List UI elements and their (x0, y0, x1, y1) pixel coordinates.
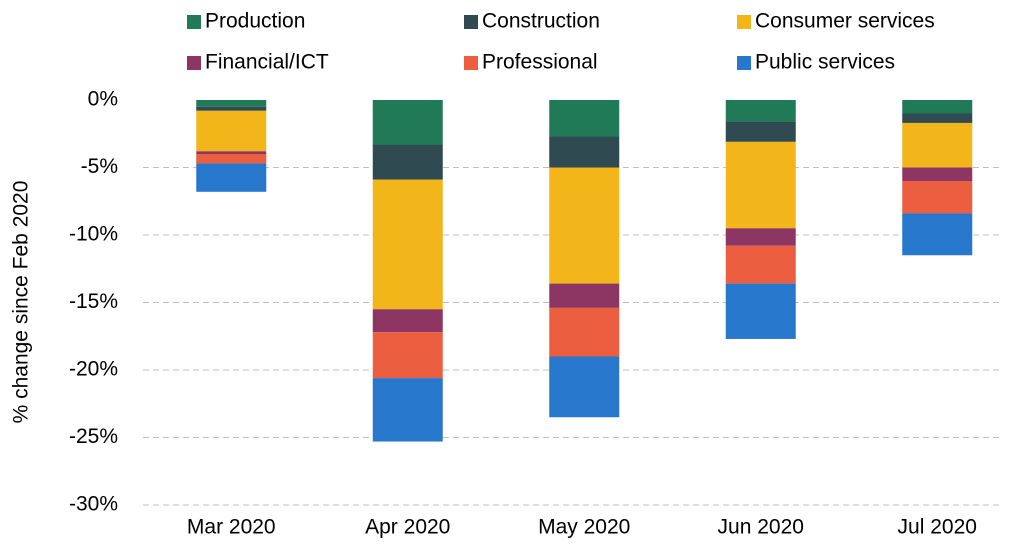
bar-segment (196, 154, 267, 164)
bar-segment (549, 283, 620, 308)
bar-segment (725, 228, 796, 246)
bar-segment (725, 121, 796, 142)
y-tick-label: -10% (69, 223, 118, 246)
y-tick-label: 0% (88, 88, 118, 111)
y-axis-label: % change since Feb 2020 (10, 181, 33, 424)
legend-swatch (187, 15, 201, 29)
bar-segment (372, 332, 443, 379)
y-tick-label: -15% (69, 290, 118, 313)
legend-label: Consumer services (755, 10, 935, 33)
bar-segment (549, 100, 620, 137)
legend-swatch (737, 15, 751, 29)
bar-segment (372, 378, 443, 442)
bar-segment (725, 100, 796, 122)
bar-segment (372, 144, 443, 180)
bar-segment (725, 283, 796, 339)
bar-segment (549, 167, 620, 284)
y-tick-label: -5% (81, 155, 118, 178)
x-tick-label: Apr 2020 (365, 516, 450, 539)
bar-segment (549, 307, 620, 357)
bar-segment (902, 181, 973, 214)
bar-segment (196, 151, 267, 154)
bar-segment (196, 100, 267, 107)
legend-label: Professional (482, 51, 598, 74)
x-tick-label: Jul 2020 (898, 516, 977, 539)
legend-label: Production (205, 10, 305, 33)
legend-swatch (187, 56, 201, 70)
legend-label: Construction (482, 10, 600, 33)
bar-segment (549, 356, 620, 418)
x-tick-label: Mar 2020 (187, 516, 276, 539)
bar-segment (725, 245, 796, 284)
bar-segment (725, 141, 796, 229)
y-tick-label: -30% (69, 493, 118, 516)
bar-segment (372, 179, 443, 310)
y-tick-label: -25% (69, 425, 118, 448)
bar-segment (549, 136, 620, 168)
bar-segment (372, 309, 443, 333)
bar-segment (902, 100, 973, 114)
x-tick-label: Jun 2020 (718, 516, 804, 539)
legend-swatch (464, 15, 478, 29)
x-tick-label: May 2020 (538, 516, 630, 539)
bar-segment (902, 167, 973, 181)
y-tick-label: -20% (69, 358, 118, 381)
legend-swatch (737, 56, 751, 70)
bar-segment (196, 110, 267, 152)
bar-segment (372, 100, 443, 145)
legend-label: Financial/ICT (205, 51, 329, 74)
legend-swatch (464, 56, 478, 70)
legend-label: Public services (755, 51, 895, 74)
bar-segment (902, 113, 973, 123)
bar-segment (196, 106, 267, 111)
bar-segment (902, 213, 973, 256)
bar-segment (902, 122, 973, 168)
bar-segment (196, 163, 267, 192)
